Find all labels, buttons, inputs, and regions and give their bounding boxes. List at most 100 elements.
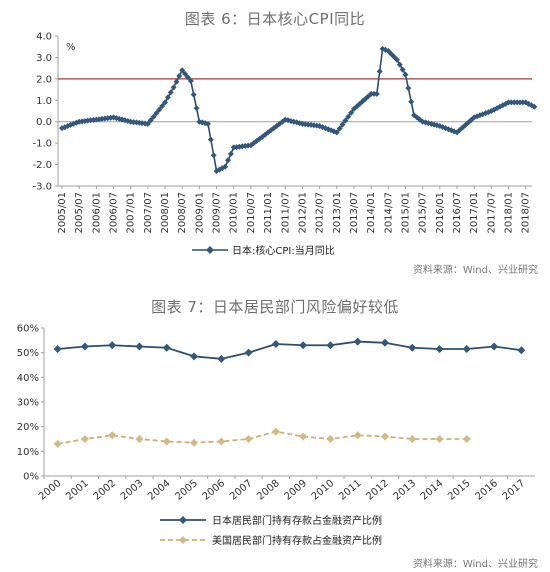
data-point-japan xyxy=(244,348,253,357)
y-tick-label: 0.0 xyxy=(36,117,52,128)
data-point xyxy=(399,66,406,73)
chart1-plot: 4.0 3.0 2.0 1.0 0.0 -1.0 -2.0 -3.0% 2005/01 2005/… xyxy=(32,32,538,257)
data-point xyxy=(204,120,211,127)
data-point-japan xyxy=(271,340,280,349)
data-point-japan xyxy=(162,343,171,352)
data-point-japan xyxy=(353,337,362,346)
x-tick-label: 2017/01 xyxy=(469,192,480,234)
data-point xyxy=(227,150,234,157)
x-tick-label: 2017 xyxy=(501,478,528,503)
data-point xyxy=(190,91,197,98)
legend-label-us: 美国居民部门持有存款占金融资产比例 xyxy=(212,534,382,547)
x-tick-label: 2011/01 xyxy=(263,192,274,234)
data-point xyxy=(405,85,412,92)
data-point xyxy=(179,67,186,74)
x-tick-label: 2000 xyxy=(37,478,64,503)
data-point-us xyxy=(80,435,89,443)
x-tick-label: 2012/07 xyxy=(315,192,326,234)
x-tick-label: 2014 xyxy=(419,478,446,503)
series-line-japan xyxy=(57,340,522,360)
x-tick-label: 2005/01 xyxy=(57,192,68,234)
x-tick-label: 2009/01 xyxy=(194,192,205,234)
chart1-source: 资料来源：Wind、兴业研究 xyxy=(412,265,538,276)
data-point-us xyxy=(380,432,389,441)
x-tick-label: 2013 xyxy=(392,478,419,503)
y-tick-label: 10% xyxy=(17,447,39,458)
y-tick-label: -1.0 xyxy=(32,139,52,150)
x-tick-label: 2009 xyxy=(282,478,309,503)
unit-label: % xyxy=(66,42,76,53)
legend-label: 日本:核心CPI:当月同比 xyxy=(232,244,335,257)
y-tick-label: 0% xyxy=(23,472,39,483)
data-point xyxy=(153,110,160,117)
data-point-japan xyxy=(190,352,199,361)
x-tick-label: 2013/07 xyxy=(349,192,360,234)
data-point-japan xyxy=(326,341,335,350)
data-point xyxy=(333,129,340,136)
data-point-japan xyxy=(408,343,417,352)
data-point xyxy=(144,120,151,127)
chart2-plot: 60% 50% 40% 30% 20% 10% 0%2000 2001 2002 2003 2004… xyxy=(17,324,535,547)
data-point-us xyxy=(435,435,444,443)
y-tick-label: 2.0 xyxy=(36,74,52,85)
data-point-japan xyxy=(135,342,144,351)
chart1-title: 图表 6：日本核心CPI同比 xyxy=(184,10,366,28)
data-point xyxy=(207,136,214,143)
data-point-japan xyxy=(490,342,499,351)
data-point-us xyxy=(190,438,199,447)
x-tick-label: 2008/07 xyxy=(177,192,188,234)
data-point-japan xyxy=(462,344,471,353)
x-tick-label: 2016 xyxy=(473,478,500,503)
data-point-us xyxy=(217,437,226,446)
y-tick-label: 4.0 xyxy=(36,32,52,43)
data-point-japan xyxy=(435,344,444,353)
x-tick-label: 2011/07 xyxy=(280,192,291,234)
data-point xyxy=(164,94,171,101)
data-point-us xyxy=(135,435,144,443)
data-point-japan xyxy=(80,342,89,351)
data-point xyxy=(184,74,191,81)
data-point xyxy=(451,128,458,135)
data-point xyxy=(225,157,232,164)
data-point-us xyxy=(244,435,253,443)
data-point xyxy=(247,142,254,149)
data-point xyxy=(393,56,400,63)
data-point-us xyxy=(271,427,280,436)
x-tick-label: 2006 xyxy=(201,478,228,503)
data-point-us xyxy=(108,431,117,440)
y-tick-label: 1.0 xyxy=(36,96,52,107)
data-point-japan xyxy=(53,344,62,353)
data-point xyxy=(382,46,389,53)
x-tick-label: 2008 xyxy=(255,478,282,503)
x-tick-label: 2016/01 xyxy=(435,192,446,234)
y-tick-label: -2.0 xyxy=(32,160,52,171)
data-point xyxy=(156,106,163,113)
x-tick-label: 2018/01 xyxy=(504,192,515,234)
data-point xyxy=(402,71,409,78)
data-point xyxy=(210,152,217,159)
data-point xyxy=(342,117,349,124)
data-point xyxy=(167,89,174,96)
x-tick-label: 2011 xyxy=(337,478,364,503)
x-tick-label: 2002 xyxy=(92,478,119,503)
x-tick-label: 2010 xyxy=(310,478,337,503)
data-point-us xyxy=(353,431,362,440)
x-tick-label: 2005 xyxy=(173,478,200,503)
y-tick-label: 60% xyxy=(17,324,39,335)
data-point xyxy=(391,53,398,60)
x-tick-label: 2001 xyxy=(64,478,91,503)
data-point-us xyxy=(162,437,171,446)
x-tick-label: 2012/01 xyxy=(297,192,308,234)
data-point-us xyxy=(299,432,308,441)
data-point-japan xyxy=(517,346,526,355)
data-point xyxy=(531,103,538,110)
x-tick-label: 2015 xyxy=(446,478,473,503)
data-point xyxy=(187,78,194,84)
x-tick-label: 2014/07 xyxy=(383,192,394,234)
data-point-japan xyxy=(380,338,389,347)
x-tick-label: 2008/01 xyxy=(160,192,171,234)
data-point xyxy=(176,73,183,79)
data-point xyxy=(150,113,157,120)
x-tick-label: 2016/07 xyxy=(452,192,463,234)
data-point-japan xyxy=(108,341,117,350)
